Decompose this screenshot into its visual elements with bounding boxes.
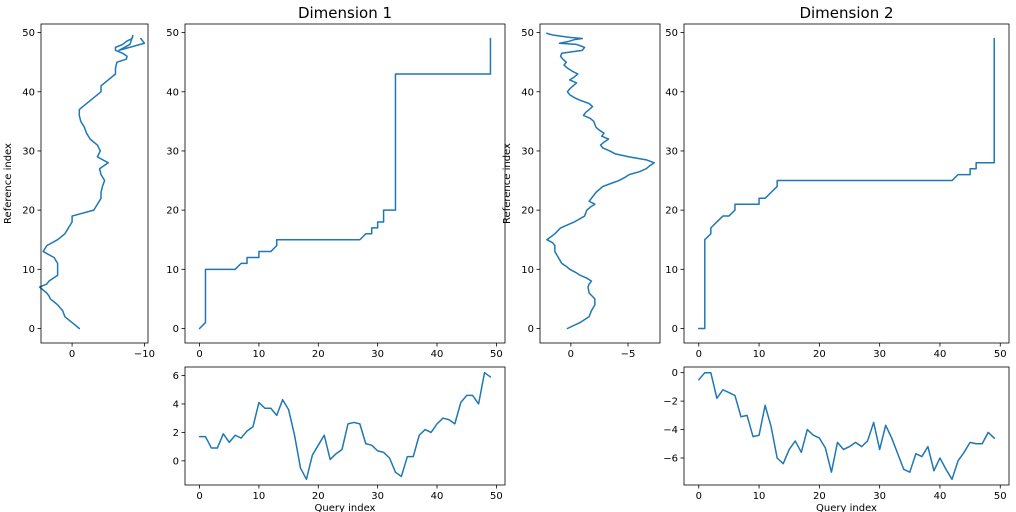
d1-main-y-tick-label: 40 — [166, 87, 179, 98]
d1-cost-axes-frame — [184, 366, 506, 486]
d1-left-series-line — [38, 34, 146, 330]
d2-left-y-tick-label: 0 — [528, 324, 534, 335]
d2-main-y-tick-label: 40 — [665, 87, 678, 98]
d1-cost-y-tick-label: 0 — [173, 456, 179, 467]
d2-main-y-tick-label: 0 — [672, 324, 678, 335]
d2-left-series-line — [546, 32, 656, 330]
d2-left-y-tick-label: 10 — [521, 265, 534, 276]
d2-cost-x-tick-label: 10 — [753, 491, 766, 502]
d1-main-title: Dimension 1 — [298, 4, 392, 22]
d2-left-y-tick-label: 20 — [521, 206, 534, 217]
d1-main-y-tick-label: 20 — [166, 206, 179, 217]
d2-main-y-tick-label: 30 — [665, 146, 678, 157]
d1-main-x-tick-label: 10 — [253, 349, 266, 360]
d1-cost-x-axis-label: Query index — [315, 503, 376, 512]
d1-main-x-tick-label: 30 — [371, 349, 384, 360]
d2-main-y-tick-label: 20 — [665, 206, 678, 217]
d2-main-x-tick-label: 50 — [994, 349, 1007, 360]
d1-left-y-tick-label: 50 — [22, 28, 35, 39]
d1-left-axes-frame — [40, 23, 149, 344]
d1-main-y-tick-label: 50 — [166, 28, 179, 39]
d2-left-y-tick-label: 40 — [521, 87, 534, 98]
d1-main-axes-frame — [184, 23, 506, 344]
d2-cost-y-tick-label: −2 — [663, 397, 678, 408]
d2-main-x-tick-label: 0 — [696, 349, 702, 360]
d2-main-axes-frame — [683, 23, 1010, 344]
d1-cost-y-tick-label: 4 — [173, 399, 179, 410]
d2-left-axes-frame — [539, 23, 661, 344]
d1-left-y-tick-label: 40 — [22, 87, 35, 98]
d2-main-x-tick-label: 10 — [753, 349, 766, 360]
d1-left-y-tick-label: 10 — [22, 265, 35, 276]
d1-left-x-tick-label: 0 — [69, 349, 75, 360]
d2-main-series-line — [698, 37, 995, 330]
d2-main-y-tick-label: 50 — [665, 28, 678, 39]
dimension-2-cost-panel: 0 10 20 30 40 50 0 −2 −4 −6 Query index — [663, 366, 1010, 512]
d2-main-y-tick-label: 10 — [665, 265, 678, 276]
d2-left-y-axis-label: Reference index — [502, 143, 513, 224]
d1-left-x-tick-label: −10 — [134, 349, 155, 360]
dimension-1-main-panel: 0 10 20 30 40 50 0 10 20 30 40 50 Dimension 1 — [166, 4, 506, 360]
d2-main-x-tick-label: 40 — [934, 349, 947, 360]
d1-main-x-tick-label: 50 — [490, 349, 503, 360]
d1-cost-x-tick-label: 20 — [312, 491, 325, 502]
d2-left-y-tick-label: 30 — [521, 146, 534, 157]
d2-cost-axes-frame — [683, 366, 1010, 486]
d2-cost-y-tick-label: −6 — [663, 453, 678, 464]
d1-main-y-tick-label: 30 — [166, 146, 179, 157]
d1-main-x-tick-label: 0 — [196, 349, 202, 360]
d1-left-y-axis-label: Reference index — [3, 143, 14, 224]
d2-cost-series-line — [698, 371, 995, 481]
d2-cost-x-tick-label: 20 — [813, 491, 826, 502]
d2-main-title: Dimension 2 — [799, 4, 893, 22]
d1-cost-series-line — [198, 371, 492, 481]
d2-cost-x-tick-label: 30 — [873, 491, 886, 502]
dimension-2-left-panel: 0 −5 0 10 20 30 40 50 Reference index — [502, 23, 661, 360]
dimension-2-main-panel: 0 10 20 30 40 50 0 10 20 30 40 50 Dimension 2 — [665, 4, 1010, 360]
d1-cost-y-tick-label: 6 — [173, 371, 179, 382]
d2-cost-x-axis-label: Query index — [816, 503, 877, 512]
d2-cost-x-tick-label: 40 — [934, 491, 947, 502]
d1-main-x-tick-label: 40 — [431, 349, 444, 360]
d2-main-x-tick-label: 30 — [873, 349, 886, 360]
d2-cost-y-tick-label: 0 — [672, 368, 678, 379]
d1-left-y-tick-label: 20 — [22, 206, 35, 217]
d1-main-series-line — [198, 37, 492, 330]
d2-left-x-tick-label: 0 — [568, 349, 574, 360]
d1-cost-x-tick-label: 30 — [371, 491, 384, 502]
d1-cost-x-tick-label: 10 — [253, 491, 266, 502]
dimension-1-cost-panel: 0 10 20 30 40 50 0 2 4 6 Query index — [173, 366, 506, 512]
d2-cost-x-tick-label: 50 — [994, 491, 1007, 502]
d1-main-y-tick-label: 0 — [173, 324, 179, 335]
d2-main-x-tick-label: 20 — [813, 349, 826, 360]
d1-main-y-tick-label: 10 — [166, 265, 179, 276]
d1-cost-y-tick-label: 2 — [173, 428, 179, 439]
d1-cost-x-tick-label: 40 — [431, 491, 444, 502]
d1-left-y-tick-label: 0 — [29, 324, 35, 335]
d2-cost-y-tick-label: −4 — [663, 425, 678, 436]
d2-left-y-tick-label: 50 — [521, 28, 534, 39]
d1-cost-x-tick-label: 0 — [196, 491, 202, 502]
dimension-1-left-panel: 0 −10 0 10 20 30 40 50 Reference index — [3, 23, 155, 360]
d2-cost-x-tick-label: 0 — [696, 491, 702, 502]
d1-main-x-tick-label: 20 — [312, 349, 325, 360]
d1-cost-x-tick-label: 50 — [490, 491, 503, 502]
d1-left-y-tick-label: 30 — [22, 146, 35, 157]
d2-left-x-tick-label: −5 — [621, 349, 636, 360]
